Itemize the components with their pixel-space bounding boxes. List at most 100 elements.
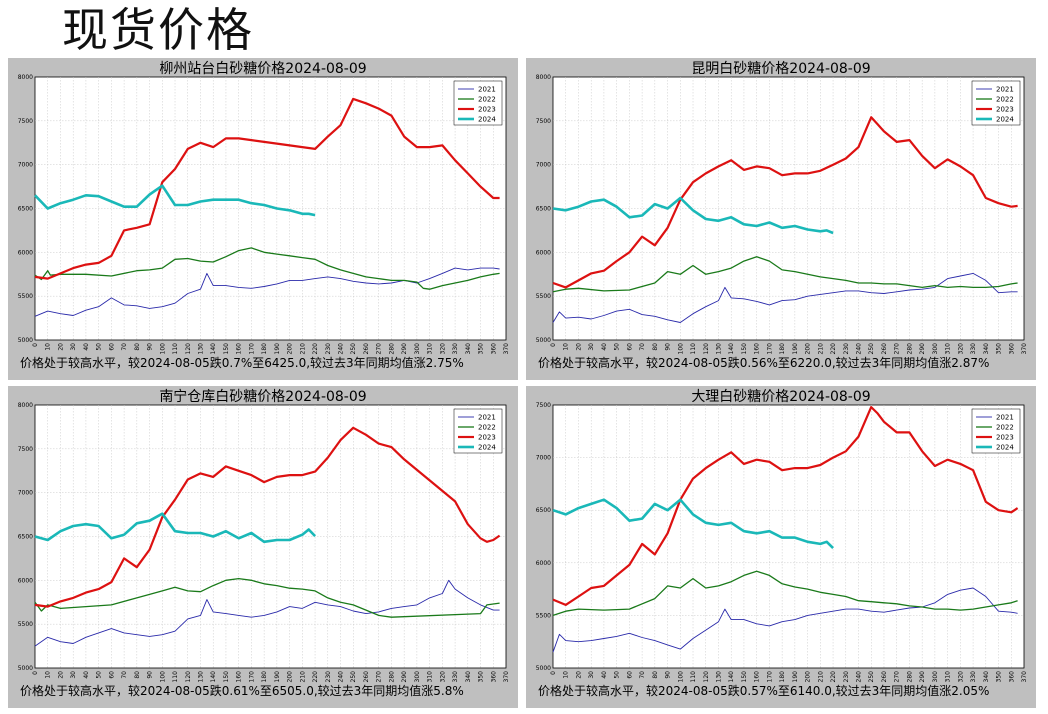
x-tick-label: 350 <box>996 671 1003 683</box>
series-line-2024 <box>552 196 834 235</box>
x-tick-label: 130 <box>197 671 204 683</box>
y-tick-label: 6000 <box>536 560 551 567</box>
x-tick-label: 230 <box>843 671 850 683</box>
x-tick-label: 110 <box>690 671 697 683</box>
legend-label: 2023 <box>996 434 1014 442</box>
legend: 2021 2022 2023 2024 <box>971 80 1021 126</box>
x-tick-label: 240 <box>856 671 863 683</box>
chart-title: 南宁仓库白砂糖价格2024-08-09 <box>159 388 366 405</box>
x-tick-label: 20 <box>575 343 582 351</box>
x-tick-label: 60 <box>626 671 633 679</box>
series-line-2024 <box>34 512 317 544</box>
x-tick-label: 110 <box>172 671 179 683</box>
x-tick-label: 140 <box>728 343 735 355</box>
y-tick-label: 6500 <box>18 206 33 213</box>
x-tick-label: 310 <box>427 671 434 683</box>
x-tick-label: 270 <box>894 343 901 355</box>
x-tick-label: 100 <box>677 671 684 683</box>
x-tick-label: 120 <box>703 343 710 355</box>
legend-box <box>453 80 503 126</box>
series-line-2021 <box>552 272 1018 323</box>
y-tick-label: 6500 <box>18 534 33 541</box>
x-tick-label: 140 <box>210 343 217 355</box>
x-tick-label: 150 <box>223 671 230 683</box>
x-tick-label: 280 <box>906 343 913 355</box>
y-tick-label: 5500 <box>536 293 551 300</box>
series-line-2024 <box>552 498 835 550</box>
legend-label: 2023 <box>478 106 496 114</box>
y-tick-label: 7500 <box>18 446 33 453</box>
x-tick-label: 360 <box>490 671 497 683</box>
series-line-2023 <box>34 97 500 280</box>
x-tick-label: 240 <box>338 343 345 355</box>
y-tick-label: 7500 <box>536 402 551 409</box>
x-tick-label: 10 <box>563 671 570 679</box>
chart-note: 价格处于较高水平，较2024-08-05跌0.56%至6220.0,较过去3年同… <box>538 355 989 370</box>
x-tick-label: 180 <box>779 671 786 683</box>
x-tick-label: 50 <box>96 343 103 351</box>
legend-label: 2022 <box>478 424 496 432</box>
x-tick-label: 330 <box>970 671 977 683</box>
y-tick-label: 5500 <box>18 293 33 300</box>
x-tick-label: 290 <box>401 343 408 355</box>
legend-label: 2022 <box>996 424 1014 432</box>
x-tick-label: 40 <box>601 671 608 679</box>
x-tick-label: 90 <box>147 343 154 351</box>
x-tick-label: 10 <box>563 343 570 351</box>
x-tick-label: 110 <box>690 343 697 355</box>
x-tick-label: 370 <box>503 343 510 355</box>
x-tick-label: 0 <box>32 343 39 347</box>
legend-label: 2021 <box>996 86 1014 94</box>
x-tick-label: 10 <box>45 671 52 679</box>
x-tick-label: 120 <box>185 343 192 355</box>
x-tick-label: 250 <box>868 671 875 683</box>
x-tick-label: 180 <box>261 343 268 355</box>
chart-svg: 大理白砂糖价格2024-08-09 0 10 20 30 40 50 60 70 80 90 100 1… <box>536 389 1028 698</box>
x-tick-label: 340 <box>983 343 990 355</box>
x-tick-label: 290 <box>401 671 408 683</box>
y-tick-label: 7500 <box>536 118 551 125</box>
chart-panel-kunming: 昆明白砂糖价格2024-08-09 0 10 20 30 40 50 60 70 80 90 100 1… <box>526 58 1036 380</box>
x-tick-label: 30 <box>70 343 77 351</box>
x-tick-label: 40 <box>83 671 90 679</box>
series-line-2021 <box>34 267 500 317</box>
x-tick-label: 20 <box>575 671 582 679</box>
x-tick-label: 220 <box>830 671 837 683</box>
x-tick-label: 150 <box>741 671 748 683</box>
series-line-2023 <box>34 426 501 608</box>
legend-label: 2023 <box>996 106 1014 114</box>
x-tick-label: 50 <box>96 671 103 679</box>
x-tick-label: 190 <box>274 343 281 355</box>
y-tick-label: 5000 <box>536 665 551 672</box>
x-tick-label: 250 <box>350 343 357 355</box>
y-tick-label: 5000 <box>18 665 33 672</box>
x-tick-label: 280 <box>388 671 395 683</box>
x-tick-label: 160 <box>236 671 243 683</box>
x-tick-label: 160 <box>236 343 243 355</box>
legend: 2021 2022 2023 2024 <box>453 408 503 454</box>
legend-label: 2021 <box>478 86 496 94</box>
x-tick-label: 50 <box>614 671 621 679</box>
x-tick-label: 260 <box>363 343 370 355</box>
legend-label: 2021 <box>478 414 496 422</box>
series-line-2022 <box>34 577 500 618</box>
x-tick-label: 10 <box>45 343 52 351</box>
x-tick-label: 100 <box>159 671 166 683</box>
y-tick-label: 7500 <box>18 118 33 125</box>
x-tick-label: 0 <box>32 671 39 675</box>
x-tick-label: 210 <box>817 671 824 683</box>
x-tick-label: 280 <box>906 671 913 683</box>
x-tick-label: 170 <box>248 671 255 683</box>
x-tick-label: 120 <box>703 671 710 683</box>
series-line-2022 <box>552 256 1018 293</box>
x-tick-label: 220 <box>312 343 319 355</box>
x-tick-label: 170 <box>766 671 773 683</box>
legend-label: 2024 <box>996 444 1014 452</box>
y-tick-label: 8000 <box>536 74 551 81</box>
x-tick-label: 210 <box>299 343 306 355</box>
x-tick-label: 120 <box>185 671 192 683</box>
x-tick-label: 170 <box>766 343 773 355</box>
legend-label: 2024 <box>996 116 1014 124</box>
x-tick-label: 310 <box>945 671 952 683</box>
x-tick-label: 20 <box>57 343 64 351</box>
